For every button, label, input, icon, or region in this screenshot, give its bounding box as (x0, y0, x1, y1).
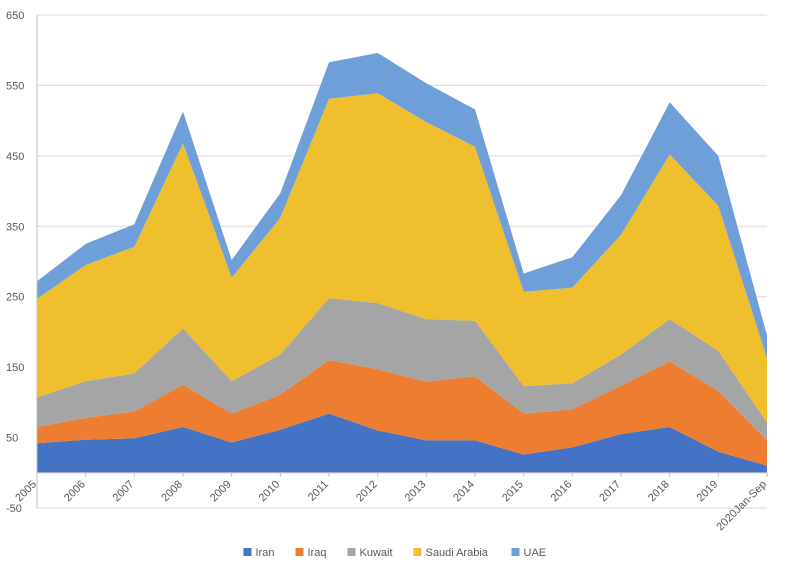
x-tick-label: 2019 (695, 478, 721, 504)
legend-swatch (295, 548, 304, 556)
legend-label: Saudi Arabia (426, 547, 489, 559)
x-tick-label: 2017 (597, 478, 623, 504)
y-tick-label: 50 (6, 433, 18, 445)
area-iran (37, 413, 767, 473)
area-series (37, 53, 767, 473)
area-iraq (37, 360, 767, 466)
x-tick-label: 2014 (451, 478, 477, 504)
y-tick-label: 650 (6, 10, 24, 22)
x-tick-label: 2005 (13, 478, 39, 504)
y-tick-label: -50 (6, 503, 22, 515)
legend-swatch (511, 548, 520, 556)
x-tick-label: 2008 (159, 478, 185, 504)
x-tick-label: 2011 (306, 478, 331, 503)
y-tick-label: 550 (6, 80, 24, 92)
legend-swatch (413, 548, 422, 556)
legend-label: Kuwait (360, 547, 393, 559)
x-tick-label: 2009 (208, 478, 234, 504)
y-tick-label: 250 (6, 292, 24, 304)
legend-item: Saudi Arabia (413, 547, 489, 559)
area-uae (37, 53, 767, 358)
x-tick-label: 2010 (257, 478, 283, 504)
legend-item: Kuwait (347, 547, 393, 559)
legend-label: Iraq (308, 547, 327, 559)
y-tick-label: 150 (6, 362, 24, 374)
legend-item: Iraq (295, 547, 327, 559)
x-tick-label: 2006 (62, 478, 88, 504)
y-axis-ticks: 650 550 450 350 250 150 50 -50 (6, 10, 24, 515)
area-kuwait (37, 298, 767, 441)
legend-item: Iran (243, 547, 275, 559)
legend-label: UAE (524, 547, 547, 559)
legend: Iran Iraq Kuwait Saudi Arabia UAE (243, 547, 547, 559)
x-tick-label: 2018 (646, 478, 672, 504)
x-axis-ticks: 2005 2006 2007 2008 2009 2010 2011 2012 2013 2014… (13, 478, 769, 533)
legend-swatch (243, 548, 252, 556)
area-saudi-arabia (37, 93, 767, 423)
x-tick-label: 2007 (111, 478, 137, 504)
legend-swatch (347, 548, 356, 556)
x-tick-label: 2012 (354, 478, 380, 504)
x-tick-label: 2016 (549, 478, 575, 504)
x-tick-label: 2015 (500, 478, 526, 504)
legend-item: UAE (511, 547, 547, 559)
y-tick-label: 350 (6, 221, 24, 233)
legend-label: Iran (256, 547, 275, 559)
x-tick-label: 2013 (403, 478, 429, 504)
x-tick-label: 2020Jan-Sep (714, 478, 769, 533)
y-tick-label: 450 (6, 151, 24, 163)
axes (36, 15, 768, 508)
